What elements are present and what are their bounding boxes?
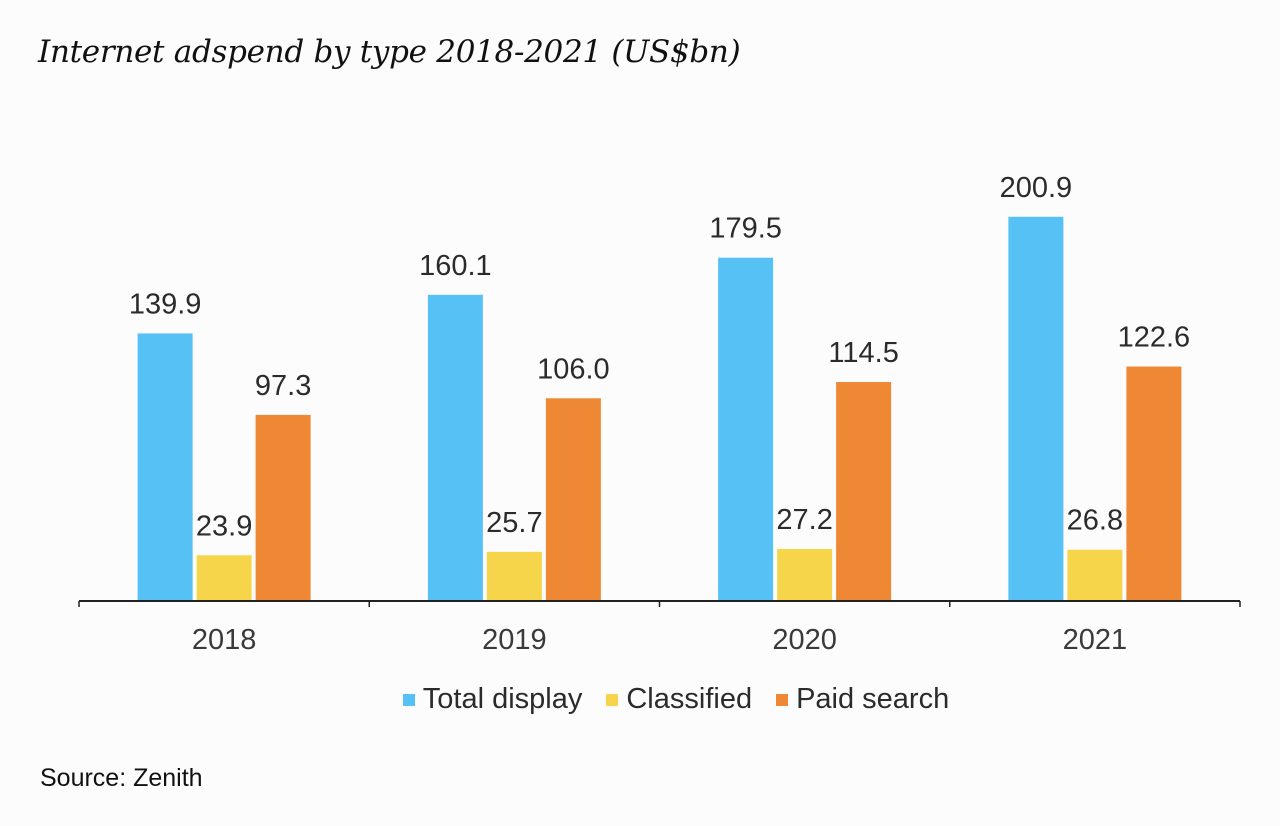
legend-swatch — [776, 693, 789, 706]
legend-swatch — [402, 693, 415, 706]
x-tick-label-2021: 2021 — [1063, 624, 1128, 656]
data-label-paid-search-2019: 106.0 — [537, 353, 610, 385]
data-label-paid-search-2021: 122.6 — [1118, 322, 1191, 354]
legend-label: Total display — [422, 683, 583, 715]
source-note: Source: Zenith — [40, 764, 203, 792]
bar-paid-search-2021 — [1126, 366, 1182, 601]
chart-title: Internet adspend by type 2018-2021 (US$b… — [38, 34, 741, 70]
data-label-total-display-2021: 200.9 — [1000, 172, 1073, 204]
bar-total-display-2021 — [1008, 216, 1064, 601]
data-label-classified-2020: 27.2 — [776, 504, 832, 536]
bar-paid-search-2018 — [255, 414, 311, 601]
bar-total-display-2020 — [718, 257, 774, 601]
bar-total-display-2019 — [427, 294, 483, 601]
legend-item-classified: Classified — [606, 683, 752, 716]
x-tick-label-2019: 2019 — [482, 624, 547, 656]
x-axis-tick-labels: 2018 2019 2020 2021 — [192, 624, 1127, 656]
legend-swatch — [606, 693, 619, 706]
x-axis-ticks — [78, 601, 1241, 607]
legend-label: Classified — [626, 683, 753, 715]
legend-label: Paid search — [796, 683, 950, 715]
data-label-classified-2018: 23.9 — [196, 510, 252, 542]
data-label-classified-2019: 25.7 — [486, 507, 542, 539]
bar-paid-search-2020 — [836, 382, 892, 601]
chart-plot: 139.9 23.9 97.3 160.1 25.7 106.0 179.5 27.2 114.… — [78, 172, 1241, 656]
x-tick-label-2018: 2018 — [192, 624, 257, 656]
bar-paid-search-2019 — [545, 398, 601, 601]
bar-total-display-2018 — [137, 333, 193, 601]
bar-labels-group: 139.9 23.9 97.3 160.1 25.7 106.0 179.5 27.2 114.… — [129, 172, 1190, 543]
bar-classified-2021 — [1067, 549, 1123, 601]
data-label-total-display-2019: 160.1 — [419, 250, 492, 282]
x-tick-label-2020: 2020 — [772, 624, 837, 656]
bar-classified-2018 — [196, 555, 252, 601]
data-label-paid-search-2018: 97.3 — [255, 370, 311, 402]
data-label-total-display-2020: 179.5 — [709, 213, 782, 245]
data-label-paid-search-2020: 114.5 — [828, 337, 898, 369]
legend: Total display Classified Paid search — [0, 683, 1280, 716]
bar-classified-2019 — [486, 551, 542, 601]
bars-group — [137, 216, 1182, 601]
bar-classified-2020 — [777, 548, 833, 601]
legend-item-paid-search: Paid search — [776, 683, 949, 716]
legend-item-total-display: Total display — [402, 683, 583, 716]
data-label-total-display-2018: 139.9 — [129, 288, 202, 320]
data-label-classified-2021: 26.8 — [1067, 505, 1123, 537]
